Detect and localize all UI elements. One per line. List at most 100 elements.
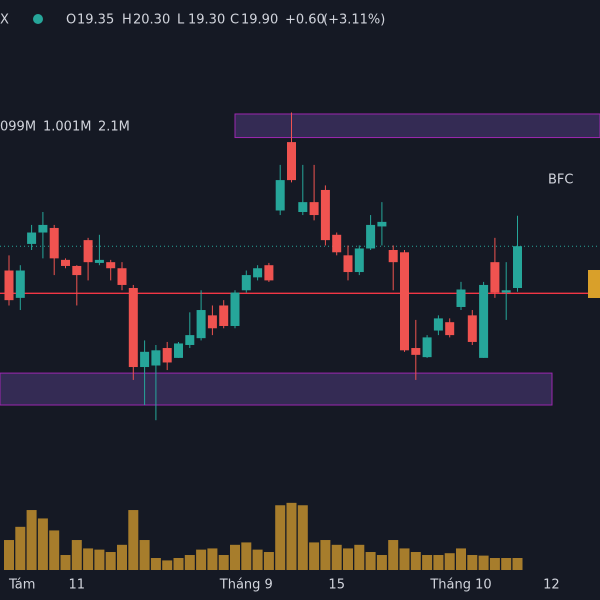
- ohlc-value: 20.30: [133, 13, 170, 28]
- volume-bar: [173, 558, 184, 570]
- zone: [234, 113, 600, 139]
- candle-body: [513, 246, 522, 288]
- volume-bar: [83, 548, 94, 570]
- volume-bar: [410, 552, 421, 570]
- status-dot: [33, 14, 43, 24]
- volume-bar: [297, 505, 308, 570]
- volume-bar: [4, 540, 14, 570]
- candle-body: [253, 268, 263, 278]
- volume-bar: [105, 552, 116, 570]
- candle-body: [264, 265, 274, 281]
- ohlc-label: L: [177, 13, 185, 28]
- volume-bar: [399, 548, 410, 570]
- volume-bar: [456, 548, 466, 570]
- x-tick-label: Tháng 9: [219, 578, 273, 593]
- volume-bar: [218, 555, 229, 570]
- x-tick-label: 12: [543, 578, 560, 593]
- volume-bar: [309, 542, 320, 570]
- volume-bar: [286, 502, 297, 570]
- candle-body: [445, 322, 455, 336]
- volume-bar: [263, 552, 274, 570]
- candle-body: [219, 305, 229, 326]
- volume-bar: [501, 558, 512, 570]
- candle-body: [343, 255, 353, 273]
- volume-bar: [184, 555, 195, 570]
- volume-bar: [37, 518, 48, 570]
- candle-body: [38, 224, 48, 233]
- volume-bar: [467, 555, 478, 570]
- x-tick-label: Tám: [8, 578, 35, 593]
- x-tick-label: 11: [69, 578, 86, 593]
- candle-body: [174, 343, 183, 358]
- ohlc-value: 19.90: [241, 13, 278, 28]
- volume-bar: [150, 558, 161, 570]
- ohlc-label: H: [122, 13, 132, 28]
- x-tick-label: 15: [328, 578, 345, 593]
- candle-body: [275, 180, 285, 211]
- volume-bar: [26, 510, 37, 570]
- volume-bar: [117, 544, 127, 570]
- candle-body: [467, 315, 477, 342]
- candle-body: [298, 202, 308, 213]
- volume-bar: [71, 540, 82, 570]
- volume-legend: 2.1M: [98, 120, 130, 135]
- candle-body: [61, 259, 70, 266]
- candle-body: [433, 318, 443, 331]
- candle-body: [241, 275, 251, 291]
- volume-bar: [444, 553, 455, 570]
- change: +0.60: [285, 13, 325, 28]
- volume-bar: [94, 549, 105, 570]
- candle-body: [456, 289, 466, 307]
- candle-body: [49, 227, 59, 259]
- candle-body: [27, 232, 37, 244]
- candle-body: [94, 259, 104, 263]
- candle-body: [162, 348, 172, 363]
- candle-body: [185, 335, 195, 345]
- change-pct: (+3.11%): [323, 13, 385, 28]
- volume-bar: [489, 558, 500, 570]
- watermark: BFC: [548, 173, 573, 188]
- volume-bar: [433, 555, 444, 570]
- volume-bar: [376, 555, 387, 570]
- volume-bar: [365, 552, 376, 570]
- candle-body: [411, 348, 421, 355]
- volume-bar: [343, 548, 353, 570]
- volume-bar: [49, 530, 60, 570]
- x-tick-label: Tháng 10: [429, 578, 491, 593]
- zone: [0, 372, 553, 406]
- candle-body: [106, 262, 116, 269]
- candle-body: [309, 202, 319, 216]
- volume-bar: [162, 560, 173, 570]
- volume-bar: [241, 542, 252, 570]
- candle-body: [117, 268, 127, 285]
- candle-body: [377, 221, 387, 227]
- volume-bar: [230, 544, 240, 570]
- candle-body: [490, 262, 500, 293]
- candle-body: [320, 189, 330, 241]
- volume-bar: [354, 544, 365, 570]
- volume-bar: [139, 540, 150, 570]
- volume-bar: [388, 540, 399, 570]
- volume-bar: [128, 510, 139, 570]
- candle-body: [400, 252, 409, 351]
- volume-bar: [252, 549, 263, 570]
- volume-bar: [320, 540, 331, 570]
- volume-bar: [512, 557, 523, 570]
- candle-body: [83, 240, 93, 263]
- candle-body: [72, 265, 82, 276]
- volume-bar: [422, 555, 433, 570]
- ticker: X: [0, 13, 9, 28]
- candle-body: [479, 284, 489, 358]
- candle-body: [422, 337, 432, 358]
- candle-body: [501, 290, 511, 293]
- ohlc-value: 19.30: [188, 13, 225, 28]
- ohlc-label: C: [230, 13, 239, 28]
- candle-body: [140, 351, 150, 368]
- volume-bar: [275, 505, 286, 570]
- candle-body: [207, 315, 217, 329]
- volume-bar: [331, 544, 342, 570]
- candle-body: [128, 287, 138, 368]
